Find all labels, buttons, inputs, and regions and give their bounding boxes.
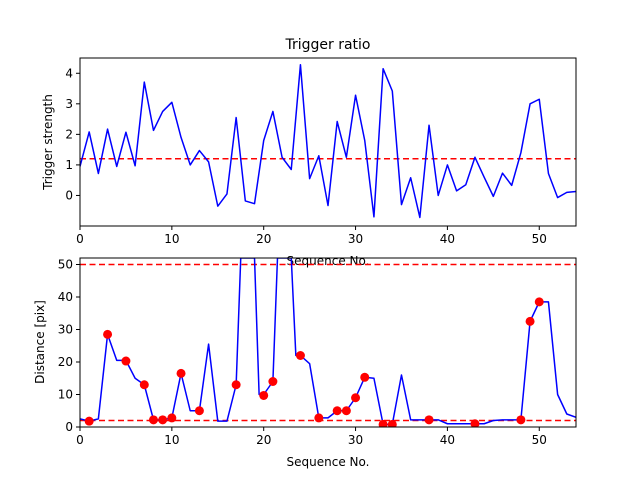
data-point	[167, 413, 177, 423]
data-point	[351, 393, 361, 403]
y-tick-label: 3	[65, 97, 73, 111]
data-point	[470, 419, 480, 427]
data-point	[148, 415, 158, 425]
data-point	[341, 406, 351, 416]
x-tick-label: 10	[164, 232, 179, 246]
x-tick-label: 0	[76, 232, 84, 246]
y-tick-label: 0	[65, 188, 73, 202]
data-point	[139, 380, 149, 390]
data-point	[424, 415, 434, 425]
data-point	[387, 419, 397, 427]
y-tick-label: 40	[58, 290, 73, 304]
y-tick-label: 4	[65, 66, 73, 80]
data-point	[378, 419, 388, 427]
y-axis-label: Distance [pix]	[33, 300, 47, 384]
x-tick-label: 10	[164, 433, 179, 447]
data-point	[176, 368, 186, 378]
data-point	[534, 297, 544, 307]
data-point	[259, 390, 269, 400]
y-tick-label: 1	[65, 158, 73, 172]
x-tick-label: 30	[348, 433, 363, 447]
data-point	[314, 413, 324, 423]
y-tick-label: 30	[58, 323, 73, 337]
y-tick-label: 0	[65, 420, 73, 434]
x-tick-label: 40	[440, 433, 455, 447]
data-point	[231, 380, 241, 390]
data-point	[121, 356, 131, 366]
x-tick-label: 20	[256, 433, 271, 447]
data-point	[295, 351, 305, 360]
data-point	[360, 372, 370, 382]
distance-chart: 0 10 20 30 40 50 0 10 20 30 40 50 Sequence No. Dis…	[33, 257, 577, 469]
y-axis-label: Trigger strength	[41, 94, 55, 191]
data-point	[194, 406, 204, 416]
data-point	[525, 316, 535, 326]
y-tick-label: 50	[58, 258, 73, 272]
series-line	[80, 63, 576, 219]
x-tick-label: 0	[76, 433, 84, 447]
x-tick-label: 50	[532, 232, 547, 246]
x-tick-label: 50	[532, 433, 547, 447]
data-point	[103, 329, 113, 339]
x-tick-label: 30	[348, 232, 363, 246]
x-tick-label: 20	[256, 232, 271, 246]
data-point	[332, 406, 342, 416]
chart-title: Trigger ratio	[284, 37, 370, 53]
x-tick-label: 40	[440, 232, 455, 246]
data-point	[84, 416, 94, 426]
series-line	[80, 258, 576, 426]
plot-frame	[79, 57, 577, 227]
plot-frame	[79, 257, 577, 428]
x-axis-label: Sequence No.	[287, 254, 370, 268]
y-tick-label: 2	[65, 127, 73, 141]
trigger-ratio-chart: 0 10 20 30 40 50 0 1 2 3 4 Trigger ratio Sequence…	[41, 37, 577, 268]
y-tick-label: 20	[58, 355, 73, 369]
data-point	[268, 377, 278, 386]
y-tick-label: 10	[58, 388, 73, 402]
data-point	[158, 415, 168, 425]
data-point	[516, 415, 526, 425]
x-axis-label: Sequence No.	[287, 455, 370, 469]
